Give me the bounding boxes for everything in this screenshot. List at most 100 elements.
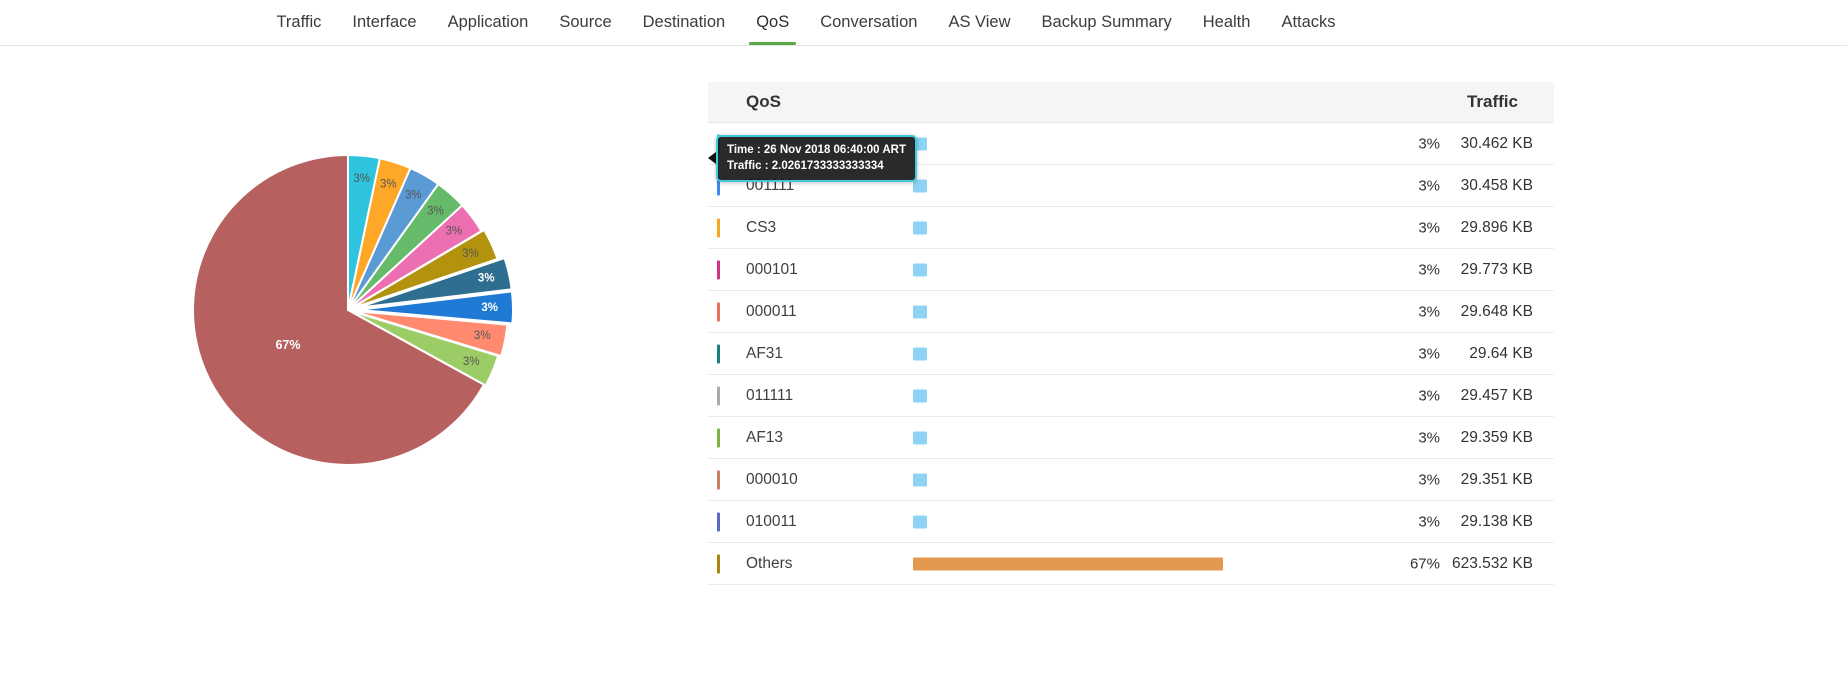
tab-application[interactable]: Application <box>447 13 529 31</box>
qos-column-header: QoS <box>746 92 781 111</box>
chart-tooltip: Time : 26 Nov 2018 06:40:00 ART Traffic … <box>708 135 917 182</box>
pie-slice-label: 3% <box>353 173 370 185</box>
table-body: 3% 30.462 KB 001111 3% 30.458 KB CS3 3% 29.896 … <box>708 123 1554 585</box>
row-percent: 3% <box>1418 135 1440 152</box>
tooltip-arrow-icon <box>708 152 716 164</box>
row-qos-label: 000101 <box>746 260 798 278</box>
row-color-marker <box>717 386 720 405</box>
pie-slice-000010[interactable] <box>352 309 509 358</box>
pie-slice-label: 3% <box>462 248 479 260</box>
table-row: AF31 3% 29.64 KB <box>708 333 1554 375</box>
row-traffic-bar[interactable] <box>913 263 927 276</box>
row-traffic-value: 30.462 KB <box>1460 134 1533 152</box>
row-color-marker <box>717 554 720 573</box>
tooltip-traffic-line: Traffic : 2.0261733333333334 <box>727 160 884 172</box>
table-header: QoS Traffic <box>708 82 1554 123</box>
traffic-column-header: Traffic <box>1466 92 1518 111</box>
pie-slice-label: 3% <box>463 356 480 368</box>
row-traffic-value: 29.648 KB <box>1460 302 1533 320</box>
tab-source[interactable]: Source <box>559 13 612 31</box>
row-traffic-bar[interactable] <box>913 221 927 234</box>
tab-bar-items: Traffic Interface Application Source Destina… <box>274 0 1572 45</box>
row-traffic-value: 29.138 KB <box>1460 512 1533 530</box>
row-percent: 3% <box>1418 219 1440 236</box>
row-color-marker <box>717 260 720 279</box>
pie-slice-label: 3% <box>446 226 463 238</box>
row-qos-label: Others <box>746 554 793 572</box>
tab-conversation[interactable]: Conversation <box>820 13 918 31</box>
row-color-marker <box>717 428 720 447</box>
pie-slice-label: 3% <box>481 302 498 314</box>
qos-table: QoS Traffic 3% 30.462 KB 001111 3% 30.458 KB… <box>708 82 1554 585</box>
tab-interface[interactable]: Interface <box>352 13 417 31</box>
tab-destination[interactable]: Destination <box>642 13 726 31</box>
row-percent: 3% <box>1418 429 1440 446</box>
tooltip-time-line: Time : 26 Nov 2018 06:40:00 ART <box>727 144 906 156</box>
pie-slice-AF13[interactable] <box>357 290 514 325</box>
table-row: 000101 3% 29.773 KB <box>708 249 1554 291</box>
row-color-marker <box>717 176 720 195</box>
row-percent: 3% <box>1418 261 1440 278</box>
row-traffic-value: 29.351 KB <box>1460 470 1533 488</box>
table-row: CS3 3% 29.896 KB <box>708 207 1554 249</box>
pie-slice-010011[interactable] <box>349 309 500 387</box>
row-color-marker <box>717 470 720 489</box>
row-percent: 3% <box>1418 303 1440 320</box>
row-traffic-value: 29.773 KB <box>1460 260 1533 278</box>
row-traffic-bar[interactable] <box>913 473 927 486</box>
pie-slice-label: 3% <box>478 273 495 285</box>
pie-slice-label: 3% <box>380 179 397 191</box>
row-traffic-bar[interactable] <box>913 389 927 402</box>
row-percent: 3% <box>1418 387 1440 404</box>
row-percent: 3% <box>1418 177 1440 194</box>
pie-slice-label: 67% <box>275 338 300 352</box>
row-percent: 67% <box>1409 555 1440 572</box>
row-qos-label: 010011 <box>746 512 797 530</box>
pie-slice-label: 3% <box>405 190 422 202</box>
pie-slice-AF31[interactable] <box>350 228 499 310</box>
tab-traffic[interactable]: Traffic <box>276 13 322 31</box>
pie-slice-011111[interactable] <box>357 256 513 309</box>
row-traffic-bar[interactable] <box>913 347 927 360</box>
tab-as-view[interactable]: AS View <box>948 13 1011 31</box>
row-traffic-bar[interactable] <box>913 557 1223 570</box>
row-traffic-value: 29.457 KB <box>1460 386 1533 404</box>
table-row: 000011 3% 29.648 KB <box>708 291 1554 333</box>
row-color-marker <box>717 512 720 531</box>
row-traffic-value: 29.64 KB <box>1469 344 1533 362</box>
pie-slice-label: 3% <box>474 330 491 342</box>
row-qos-label: 011111 <box>746 386 794 404</box>
tab-attacks[interactable]: Attacks <box>1281 13 1336 31</box>
row-traffic-value: 29.359 KB <box>1460 428 1533 446</box>
row-qos-label: AF31 <box>746 344 784 362</box>
row-percent: 3% <box>1418 513 1440 530</box>
row-traffic-value: 29.896 KB <box>1460 218 1533 236</box>
table-row: Others 67% 623.532 KB <box>708 543 1554 585</box>
row-qos-label: 000011 <box>746 302 797 320</box>
tab-backup-summary[interactable]: Backup Summary <box>1041 13 1172 31</box>
table-row: 000010 3% 29.351 KB <box>708 459 1554 501</box>
row-color-marker <box>717 302 720 321</box>
row-traffic-value: 623.532 KB <box>1451 554 1533 572</box>
pie-slice-Others[interactable] <box>192 153 486 466</box>
row-percent: 3% <box>1418 471 1440 488</box>
table-row: AF13 3% 29.359 KB <box>708 417 1554 459</box>
table-row: 011111 3% 29.457 KB <box>708 375 1554 417</box>
row-qos-label: CS3 <box>746 218 777 236</box>
row-qos-label: 000010 <box>746 470 798 488</box>
row-percent: 3% <box>1418 345 1440 362</box>
pie-slice-label: 3% <box>427 205 444 217</box>
tab-health[interactable]: Health <box>1202 13 1251 31</box>
row-qos-label: AF13 <box>746 428 784 446</box>
row-color-marker <box>717 218 720 237</box>
row-traffic-bar[interactable] <box>913 305 927 318</box>
qos-pie-chart: 3% 3%3%3%3%3%3%3%3%3%67% <box>192 153 514 466</box>
tab-qos[interactable]: QoS <box>749 0 797 45</box>
row-traffic-value: 30.458 KB <box>1460 176 1533 194</box>
row-traffic-bar[interactable] <box>913 179 927 192</box>
row-traffic-bar[interactable] <box>913 431 927 444</box>
tab-bar: Traffic Interface Application Source Destina… <box>0 0 1847 46</box>
row-traffic-bar[interactable] <box>913 515 927 528</box>
row-color-marker <box>717 344 720 363</box>
table-row: 010011 3% 29.138 KB <box>708 501 1554 543</box>
